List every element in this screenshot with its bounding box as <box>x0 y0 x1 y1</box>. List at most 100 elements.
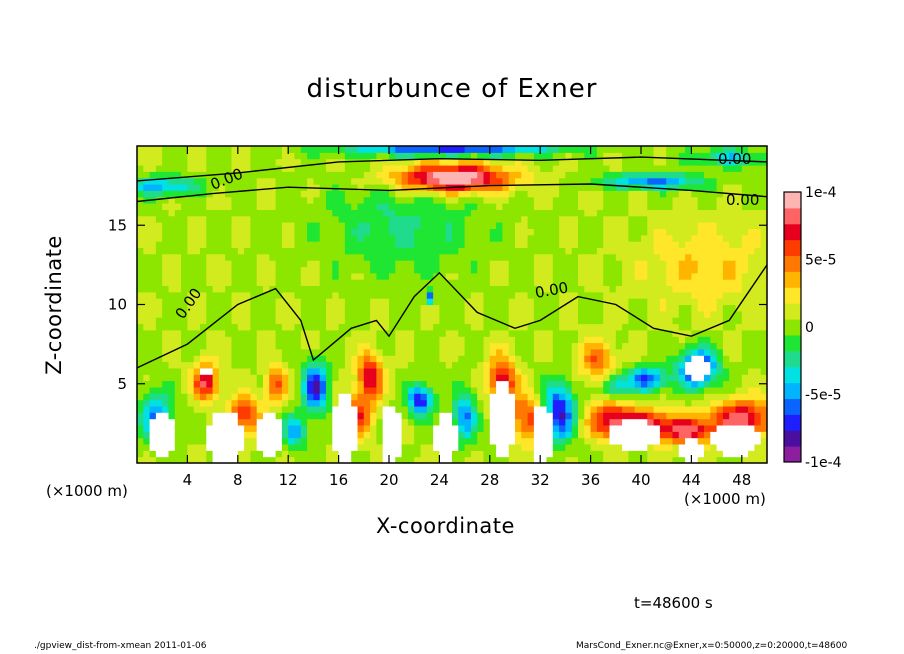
heatmap-cell <box>748 355 755 363</box>
heatmap-cell <box>363 418 371 426</box>
heatmap-cell <box>666 158 674 166</box>
heatmap-cell <box>760 374 767 382</box>
heatmap-cell <box>540 348 548 356</box>
heatmap-cell <box>162 158 170 166</box>
heatmap-cell <box>458 152 466 160</box>
heatmap-cell <box>401 209 409 217</box>
heatmap-cell <box>231 152 239 160</box>
heatmap-cell <box>722 209 730 217</box>
heatmap-cell <box>521 184 529 191</box>
heatmap-cell <box>351 298 359 306</box>
heatmap-cell <box>433 234 440 242</box>
heatmap-cell <box>231 399 239 407</box>
heatmap-cell <box>181 418 188 426</box>
heatmap-cell <box>231 234 239 242</box>
heatmap-cell <box>162 234 170 242</box>
heatmap-cell <box>313 444 321 451</box>
heatmap-cell <box>193 450 201 458</box>
heatmap-cell <box>370 285 377 293</box>
heatmap-cell <box>741 310 749 318</box>
heatmap-cell <box>193 291 201 299</box>
heatmap-cell <box>754 361 762 369</box>
heatmap-cell <box>496 165 503 172</box>
heatmap-cell <box>477 291 485 299</box>
heatmap-cell <box>622 380 629 388</box>
heatmap-cell <box>225 418 233 426</box>
heatmap-cell <box>452 260 459 267</box>
heatmap-cell <box>401 367 409 375</box>
heatmap-cell <box>244 285 251 293</box>
heatmap-cell <box>672 203 680 210</box>
heatmap-cell <box>615 272 623 280</box>
heatmap-cell <box>748 234 755 242</box>
heatmap-cell <box>540 310 548 318</box>
heatmap-cell <box>193 310 201 318</box>
heatmap-cell <box>212 304 220 312</box>
heatmap-cell <box>716 393 724 401</box>
heatmap-cell <box>584 228 592 236</box>
heatmap-cell <box>527 348 535 356</box>
heatmap-cell <box>137 317 144 325</box>
heatmap-cell <box>439 228 447 236</box>
heatmap-cell <box>647 380 655 388</box>
heatmap-cell <box>363 361 371 369</box>
heatmap-cell <box>313 329 321 337</box>
heatmap-cell <box>722 329 730 337</box>
heatmap-cell <box>149 425 157 432</box>
heatmap-cell <box>187 158 195 166</box>
heatmap-cell <box>382 456 390 463</box>
heatmap-cell <box>710 342 718 350</box>
heatmap-cell <box>716 386 724 394</box>
heatmap-cell <box>653 367 661 375</box>
heatmap-cell <box>716 399 724 407</box>
heatmap-cell <box>571 260 579 267</box>
heatmap-cell <box>590 367 598 375</box>
heatmap-cell <box>533 146 541 153</box>
heatmap-cell <box>332 336 340 344</box>
heatmap-cell <box>628 272 636 280</box>
heatmap-cell <box>691 329 699 337</box>
heatmap-cell <box>741 165 749 172</box>
heatmap-cell <box>212 437 220 445</box>
heatmap-cell <box>137 234 144 242</box>
heatmap-cell <box>275 380 283 388</box>
heatmap-cell <box>344 380 352 388</box>
heatmap-cell <box>653 317 661 325</box>
heatmap-cell <box>634 425 642 432</box>
heatmap-cell <box>502 386 510 394</box>
heatmap-cell <box>149 367 157 375</box>
heatmap-cell <box>206 234 214 242</box>
heatmap-cell <box>231 405 239 413</box>
heatmap-cell <box>187 336 195 344</box>
heatmap-cell <box>407 184 415 191</box>
heatmap-cell <box>401 234 409 242</box>
heatmap-cell <box>244 361 251 369</box>
heatmap-cell <box>225 241 233 248</box>
heatmap-cell <box>590 329 598 337</box>
heatmap-cell <box>590 437 598 445</box>
heatmap-cell <box>508 405 516 413</box>
heatmap-cell <box>552 222 560 229</box>
heatmap-cell <box>452 393 459 401</box>
heatmap-cell <box>143 399 151 407</box>
heatmap-cell <box>338 260 346 267</box>
heatmap-cell <box>489 279 497 286</box>
heatmap-cell <box>319 279 327 286</box>
heatmap-cell <box>691 418 699 426</box>
heatmap-cell <box>181 336 188 344</box>
heatmap-cell <box>452 203 459 210</box>
heatmap-cell <box>508 304 516 312</box>
heatmap-cell <box>376 171 384 179</box>
heatmap-cell <box>691 374 699 382</box>
heatmap-cell <box>515 374 522 382</box>
heatmap-cell <box>641 209 648 217</box>
heatmap-cell <box>622 234 629 242</box>
heatmap-cell <box>527 456 535 463</box>
heatmap-cell <box>716 367 724 375</box>
heatmap-cell <box>250 152 258 160</box>
heatmap-cell <box>628 146 636 153</box>
heatmap-cell <box>489 304 497 312</box>
heatmap-cell <box>470 165 478 172</box>
heatmap-cell <box>508 203 516 210</box>
heatmap-cell <box>193 190 201 198</box>
